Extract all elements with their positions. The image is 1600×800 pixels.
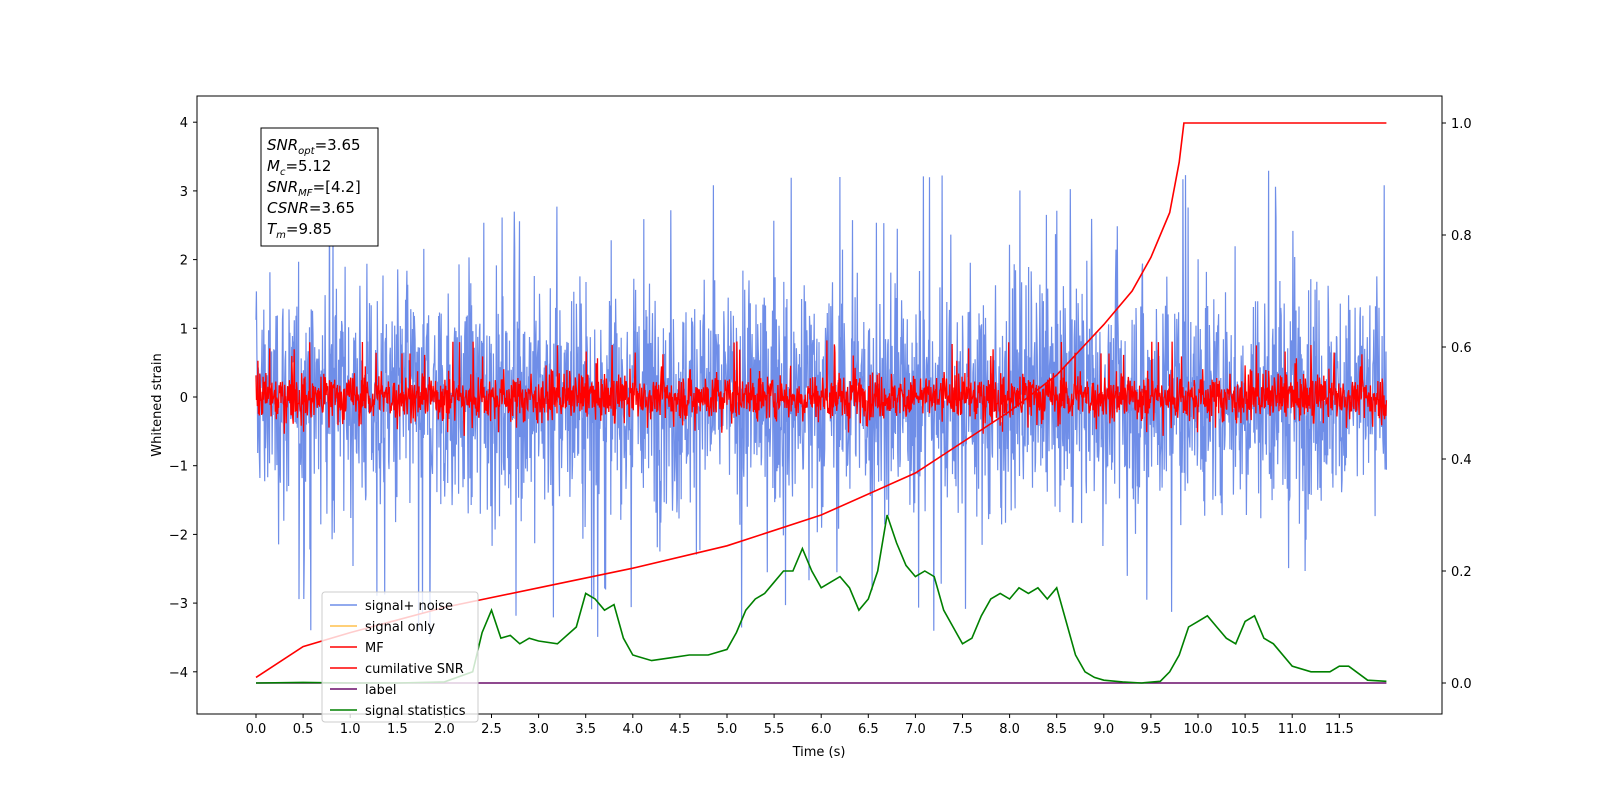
plot-frame [196, 95, 1443, 715]
y-axis-left: 4 3 2 1 0 −1 −2 −3 −4 [169, 116, 197, 681]
x-tick-label: 4.0 [622, 722, 643, 737]
y-tick-label: 0 [180, 391, 188, 406]
y2-tick-label: 0.8 [1451, 229, 1472, 244]
y-tick-label: 3 [180, 185, 188, 200]
info-box-line: SNRMF=[4.2] [267, 178, 361, 199]
info-box-line: SNRopt=3.65 [267, 136, 361, 157]
x-tick-label: 5.0 [717, 722, 738, 737]
x-tick-label: 4.5 [670, 722, 691, 737]
x-tick-label: 10.5 [1231, 722, 1260, 737]
y-axis-label: Whitened strain [150, 353, 165, 456]
y-tick-label: 2 [180, 254, 188, 269]
x-tick-label: 9.0 [1093, 722, 1114, 737]
info-box-frame [260, 127, 379, 247]
legend-label: signal+ noise [365, 599, 453, 614]
legend-label: label [365, 683, 396, 698]
x-tick-label: 1.0 [340, 722, 361, 737]
x-tick-label: 9.5 [1141, 722, 1162, 737]
legend-label: MF [365, 641, 384, 656]
x-tick-label: 0.5 [293, 722, 314, 737]
x-tick-label: 2.0 [434, 722, 455, 737]
x-tick-label: 6.0 [811, 722, 832, 737]
y-tick-label: 1 [180, 322, 188, 337]
info-box-line: CSNR=3.65 [267, 199, 355, 217]
x-tick-label: 10.0 [1184, 722, 1213, 737]
x-tick-label: 6.5 [858, 722, 879, 737]
x-tick-label: 8.0 [999, 722, 1020, 737]
x-tick-label: 2.5 [481, 722, 502, 737]
series-line-signal-statistics [255, 514, 1387, 684]
x-axis: 0.0 0.5 1.0 1.5 2.0 2.5 3.0 3.5 4.0 4.5 5.0 5.5 6.0 6… [246, 714, 1354, 737]
y2-tick-label: 0.4 [1451, 453, 1472, 468]
legend-label: signal statistics [365, 704, 466, 719]
x-tick-label: 8.5 [1046, 722, 1067, 737]
info-box-line: Tm=9.85 [267, 220, 332, 241]
y-axis-right: 1.0 0.8 0.6 0.4 0.2 0.0 [1442, 117, 1472, 692]
x-tick-label: 5.5 [764, 722, 785, 737]
y-tick-label: −4 [169, 666, 188, 681]
series-line-signal-noise [255, 166, 1387, 637]
y2-tick-label: 0.6 [1451, 341, 1472, 356]
y-tick-label: −3 [169, 597, 188, 612]
legend-label: signal only [365, 620, 435, 635]
x-tick-label: 3.0 [528, 722, 549, 737]
x-tick-label: 11.0 [1278, 722, 1307, 737]
x-tick-label: 7.5 [952, 722, 973, 737]
x-tick-label: 11.5 [1325, 722, 1354, 737]
legend-frame [321, 591, 479, 723]
y-tick-label: −2 [169, 528, 188, 543]
y2-tick-label: 1.0 [1451, 117, 1472, 132]
y-tick-label: −1 [169, 460, 188, 475]
info-box-line: Mc=5.12 [267, 157, 331, 178]
x-tick-label: 7.0 [905, 722, 926, 737]
x-tick-label: 1.5 [387, 722, 408, 737]
x-tick-label: 0.0 [246, 722, 267, 737]
x-tick-label: 3.5 [575, 722, 596, 737]
legend-label: cumilative SNR [365, 662, 464, 677]
legend: signal+ noise signal only MF cumilative SNR… [321, 591, 479, 723]
y2-tick-label: 0.0 [1451, 677, 1472, 692]
series-line-mf [255, 340, 1388, 436]
y2-tick-label: 0.2 [1451, 565, 1472, 580]
y-tick-label: 4 [180, 116, 188, 131]
x-axis-label: Time (s) [792, 745, 846, 760]
